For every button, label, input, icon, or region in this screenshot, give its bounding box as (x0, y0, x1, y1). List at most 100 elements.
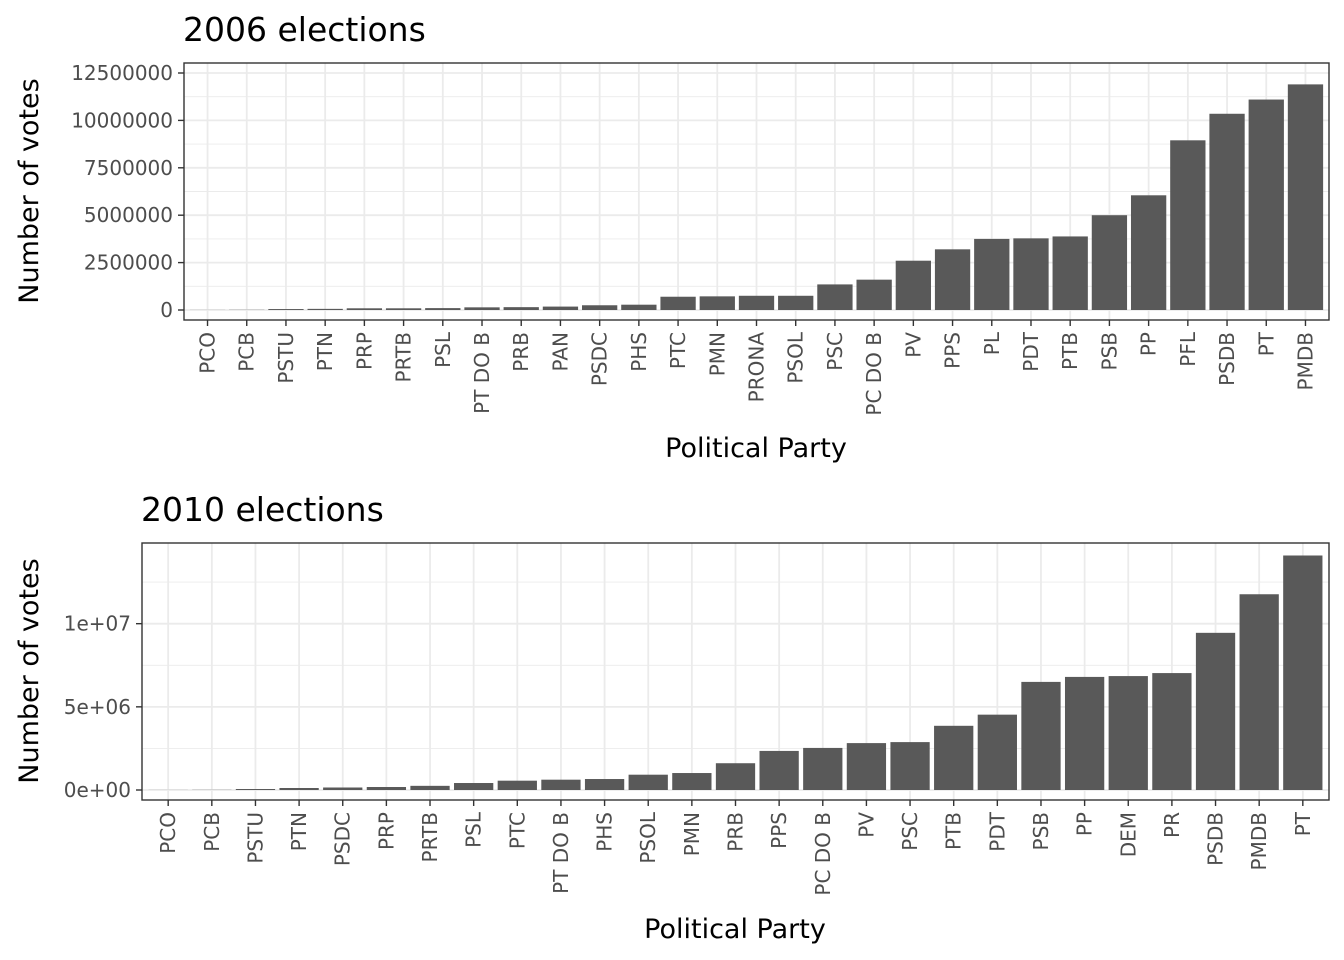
x-tick-label: PTC (666, 332, 690, 369)
x-tick-label: PP (1137, 332, 1161, 356)
bar-pv (846, 743, 887, 790)
bar-psol (628, 774, 668, 790)
x-tick-label: PT (1291, 811, 1315, 836)
bar-phs (621, 304, 657, 310)
x-tick-label: PMN (680, 812, 704, 856)
x-tick-label: PFL (1176, 331, 1200, 367)
bar-pan (542, 306, 579, 310)
x-tick-label: PTN (287, 812, 311, 851)
bar-psol (778, 295, 814, 310)
x-tick-label: PTN (313, 332, 337, 371)
x-tick-label: PCB (235, 332, 259, 372)
bar-ptb (934, 725, 974, 790)
y-tick-label: 10000000 (71, 108, 173, 132)
bar-pps (759, 750, 799, 790)
x-tick-label: PL (980, 331, 1004, 355)
bar-prp (366, 787, 407, 790)
x-tick-label: PTB (942, 812, 966, 850)
bar-psb (1021, 681, 1061, 790)
bars (189, 84, 1324, 310)
x-tick-label: PSOL (784, 331, 808, 383)
x-axis: PCO PCB PSTU PTN PSDC PRP PRTB PSL PTC PT DO B PHS… (156, 800, 1315, 896)
x-tick-label: PHS (593, 812, 617, 852)
bar-psb (1091, 215, 1128, 310)
bar-pp (1130, 195, 1167, 310)
x-tick-label: PSDB (1215, 332, 1239, 386)
x-tick-label: PMDB (1293, 332, 1317, 390)
chart-title: 2010 elections (141, 490, 384, 529)
x-tick-label: PV (901, 332, 925, 358)
x-tick-label: PRB (509, 332, 533, 372)
y-tick-label: 5000000 (84, 203, 173, 227)
y-axis-title: Number of votes (14, 558, 45, 783)
bar-prp (346, 308, 383, 310)
bar-psl (454, 783, 494, 790)
x-tick-label: PDT (985, 811, 1009, 851)
x-tick-label: PRTB (418, 812, 442, 862)
bar-pmn (672, 773, 712, 790)
bar-phs (584, 779, 625, 790)
x-tick-label: PDT (1019, 331, 1043, 371)
bar-pt-do-b (464, 307, 500, 310)
bar-pt-do-b (541, 779, 581, 790)
x-tick-label: PSC (898, 812, 922, 851)
y-tick-label: 1e+07 (64, 612, 131, 636)
x-tick-label: PC DO B (811, 812, 835, 896)
x-tick-label: PSDB (1204, 812, 1228, 866)
bar-pmdb (1239, 594, 1279, 790)
bar-pstu (235, 789, 276, 790)
x-tick-label: PRP (374, 812, 398, 850)
bar-psc (890, 742, 930, 790)
bar-prb (715, 763, 756, 790)
bar-prtb (385, 308, 422, 310)
y-tick-label: 12500000 (71, 61, 173, 85)
y-tick-label: 0e+00 (64, 778, 131, 802)
x-tick-label: PSC (823, 332, 847, 371)
bar-pstu (268, 309, 304, 310)
x-tick-label: PT (1254, 331, 1278, 356)
y-tick-label: 2500000 (84, 251, 173, 275)
bar-pdt (1013, 238, 1049, 310)
x-tick-label: PTC (505, 812, 529, 849)
x-tick-label: PPS (767, 812, 791, 849)
x-tick-label: PRONA (745, 332, 769, 403)
bar-psdb (1195, 632, 1236, 790)
bar-pr (1152, 673, 1192, 790)
x-tick-label: PSOL (636, 811, 660, 863)
x-tick-label: PRP (352, 332, 376, 370)
y-tick-label: 5e+06 (64, 695, 131, 719)
x-tick-label: PSDC (331, 812, 355, 866)
x-axis-title: Political Party (665, 433, 847, 464)
x-tick-label: PR (1160, 812, 1184, 838)
x-tick-label: PSB (1029, 812, 1053, 850)
x-tick-label: PSL (431, 331, 455, 368)
bar-pt (1248, 99, 1284, 310)
x-tick-label: PSL (462, 811, 486, 848)
bar-pfl (1170, 140, 1206, 310)
x-tick-label: PCB (200, 812, 224, 852)
x-tick-label: PSTU (274, 332, 298, 384)
x-tick-label: DEM (1116, 812, 1140, 857)
bar-psdc (323, 787, 363, 790)
y-axis: 0 2500000 5000000 7500000 10000000 12500000 (71, 61, 184, 322)
x-tick-label: PC DO B (862, 332, 886, 416)
bar-pc-do-b (803, 747, 843, 790)
chart-2006: 2006 elections Number of votes Political… (14, 10, 1330, 464)
y-axis: 0e+00 5e+06 1e+07 (64, 612, 142, 802)
x-tick-label: PTB (1058, 332, 1082, 370)
y-axis-title: Number of votes (14, 78, 45, 303)
x-tick-label: PT DO B (470, 332, 494, 414)
bar-prb (503, 307, 539, 310)
bar-prona (738, 295, 775, 310)
bar-pmn (699, 296, 735, 310)
x-tick-label: PP (1073, 812, 1097, 836)
bar-psdc (582, 305, 618, 310)
bar-pv (895, 260, 931, 310)
x-tick-label: PPS (941, 332, 965, 369)
x-tick-label: PSTU (243, 812, 267, 864)
bar-pps (934, 249, 971, 310)
chart-2010: 2010 elections Number of votes Political… (14, 490, 1330, 945)
bar-pl (974, 238, 1010, 310)
x-tick-label: PAN (548, 332, 572, 371)
x-tick-label: PT DO B (549, 812, 573, 894)
